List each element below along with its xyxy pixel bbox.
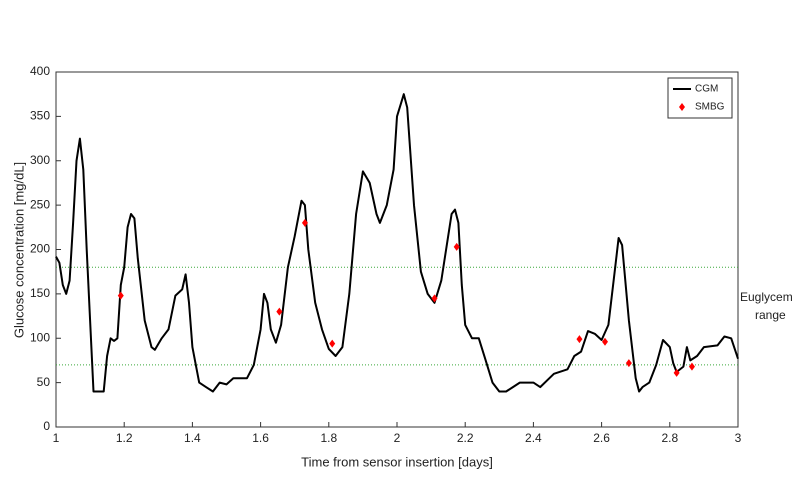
- x-tick-label: 2.8: [661, 431, 678, 445]
- legend: CGM SMBG: [667, 77, 733, 119]
- smbg-point: [576, 335, 583, 344]
- y-tick-label: 150: [30, 286, 50, 300]
- legend-swatch: [679, 103, 685, 111]
- annotation: range: [755, 308, 786, 322]
- y-tick-label: 0: [43, 419, 50, 433]
- x-tick-label: 1: [53, 431, 60, 445]
- y-tick-label: 250: [30, 197, 50, 211]
- legend-box: [667, 77, 733, 119]
- x-tick-label: 1.6: [252, 431, 269, 445]
- smbg-point: [301, 218, 308, 227]
- x-tick-label: 1.2: [116, 431, 133, 445]
- smbg-point: [431, 294, 438, 303]
- smbg-point: [329, 339, 336, 348]
- y-tick-label: 350: [30, 109, 50, 123]
- legend-label: SMBG: [695, 102, 725, 113]
- smbg-point: [673, 368, 680, 377]
- y-axis-label: Glucose concentration [mg/dL]: [11, 162, 26, 338]
- y-tick-label: 300: [30, 153, 50, 167]
- smbg-point: [453, 242, 460, 251]
- cgm-line: [55, 93, 739, 393]
- x-axis-label: Time from sensor insertion [days]: [301, 454, 493, 469]
- x-tick-label: 2: [394, 431, 401, 445]
- y-tick-label: 400: [30, 64, 50, 78]
- smbg-point: [117, 291, 124, 300]
- smbg-point: [688, 362, 695, 371]
- smbg-point: [602, 337, 609, 346]
- smbg-point: [276, 307, 283, 316]
- y-tick-label: 100: [30, 330, 50, 344]
- x-tick-label: 2.2: [457, 431, 474, 445]
- x-tick-label: 2.4: [525, 431, 542, 445]
- x-tick-label: 3: [735, 431, 742, 445]
- y-tick-label: 50: [37, 375, 51, 389]
- x-tick-label: 2.6: [593, 431, 610, 445]
- annotation: Euglycem: [740, 290, 793, 304]
- y-tick-label: 200: [30, 242, 50, 256]
- legend-label: CGM: [695, 84, 718, 95]
- smbg-point: [625, 359, 632, 368]
- x-tick-label: 1.4: [184, 431, 201, 445]
- x-tick-label: 1.8: [320, 431, 337, 445]
